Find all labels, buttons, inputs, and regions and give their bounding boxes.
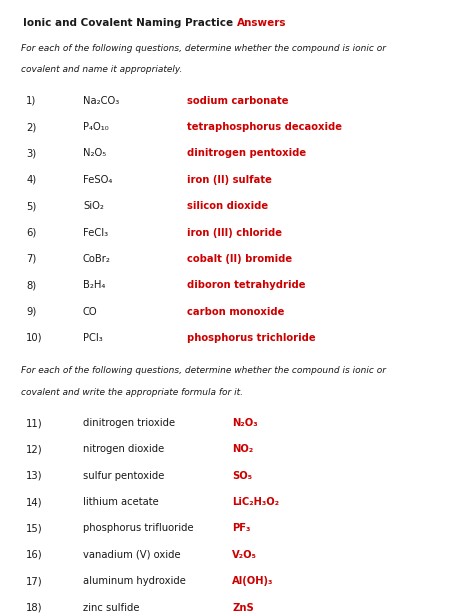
Text: 1): 1) <box>26 96 36 105</box>
Text: SO₅: SO₅ <box>232 471 252 481</box>
Text: PF₃: PF₃ <box>232 524 251 533</box>
Text: sodium carbonate: sodium carbonate <box>187 96 289 105</box>
Text: vanadium (V) oxide: vanadium (V) oxide <box>83 550 181 560</box>
Text: PCl₃: PCl₃ <box>83 333 103 343</box>
Text: silicon dioxide: silicon dioxide <box>187 201 268 211</box>
Text: zinc sulfide: zinc sulfide <box>83 603 139 612</box>
Text: For each of the following questions, determine whether the compound is ionic or: For each of the following questions, det… <box>21 44 386 53</box>
Text: B₂H₄: B₂H₄ <box>83 280 105 290</box>
Text: LiC₂H₃O₂: LiC₂H₃O₂ <box>232 497 279 507</box>
Text: 4): 4) <box>26 175 36 185</box>
Text: iron (III) chloride: iron (III) chloride <box>187 227 282 237</box>
Text: 3): 3) <box>26 148 36 158</box>
Text: N₂O₅: N₂O₅ <box>83 148 106 158</box>
Text: N₂O₃: N₂O₃ <box>232 418 258 428</box>
Text: Ionic and Covalent Naming Practice: Ionic and Covalent Naming Practice <box>23 18 237 28</box>
Text: 9): 9) <box>26 306 36 316</box>
Text: 13): 13) <box>26 471 43 481</box>
Text: covalent and name it appropriately.: covalent and name it appropriately. <box>21 66 182 74</box>
Text: 2): 2) <box>26 122 36 132</box>
Text: phosphorus trifluoride: phosphorus trifluoride <box>83 524 193 533</box>
Text: cobalt (II) bromide: cobalt (II) bromide <box>187 254 292 264</box>
Text: nitrogen dioxide: nitrogen dioxide <box>83 444 164 454</box>
Text: 12): 12) <box>26 444 43 454</box>
Text: 18): 18) <box>26 603 43 612</box>
Text: covalent and write the appropriate formula for it.: covalent and write the appropriate formu… <box>21 388 243 397</box>
Text: tetraphosphorus decaoxide: tetraphosphorus decaoxide <box>187 122 342 132</box>
Text: CoBr₂: CoBr₂ <box>83 254 111 264</box>
Text: lithium acetate: lithium acetate <box>83 497 159 507</box>
Text: 10): 10) <box>26 333 43 343</box>
Text: FeSO₄: FeSO₄ <box>83 175 112 185</box>
Text: 17): 17) <box>26 576 43 586</box>
Text: diboron tetrahydride: diboron tetrahydride <box>187 280 306 290</box>
Text: 7): 7) <box>26 254 36 264</box>
Text: For each of the following questions, determine whether the compound is ionic or: For each of the following questions, det… <box>21 367 386 375</box>
Text: SiO₂: SiO₂ <box>83 201 104 211</box>
Text: iron (II) sulfate: iron (II) sulfate <box>187 175 272 185</box>
Text: NO₂: NO₂ <box>232 444 254 454</box>
Text: ZnS: ZnS <box>232 603 254 612</box>
Text: sulfur pentoxide: sulfur pentoxide <box>83 471 164 481</box>
Text: 14): 14) <box>26 497 43 507</box>
Text: Na₂CO₃: Na₂CO₃ <box>83 96 119 105</box>
Text: dinitrogen trioxide: dinitrogen trioxide <box>83 418 175 428</box>
Text: FeCl₃: FeCl₃ <box>83 227 108 237</box>
Text: 8): 8) <box>26 280 36 290</box>
Text: CO: CO <box>83 306 98 316</box>
Text: P₄O₁₀: P₄O₁₀ <box>83 122 109 132</box>
Text: 6): 6) <box>26 227 36 237</box>
Text: dinitrogen pentoxide: dinitrogen pentoxide <box>187 148 306 158</box>
Text: carbon monoxide: carbon monoxide <box>187 306 284 316</box>
Text: 16): 16) <box>26 550 43 560</box>
Text: V₂O₅: V₂O₅ <box>232 550 257 560</box>
Text: 15): 15) <box>26 524 43 533</box>
Text: phosphorus trichloride: phosphorus trichloride <box>187 333 316 343</box>
Text: aluminum hydroxide: aluminum hydroxide <box>83 576 186 586</box>
Text: 5): 5) <box>26 201 36 211</box>
Text: Answers: Answers <box>237 18 286 28</box>
Text: Al(OH)₃: Al(OH)₃ <box>232 576 273 586</box>
Text: 11): 11) <box>26 418 43 428</box>
